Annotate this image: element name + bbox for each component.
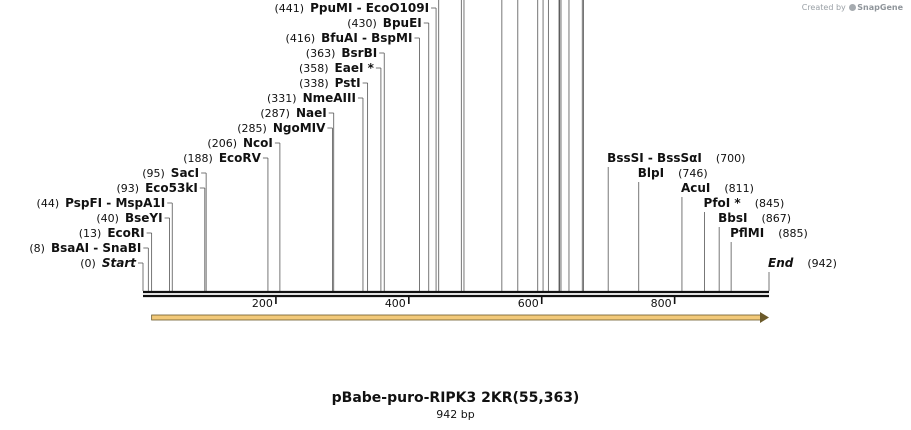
credit-brand: SnapGene [857,3,903,12]
site-bpuei: (430) BpuEI [347,16,422,30]
site-name: BssSI - BssSαI [607,151,702,165]
site-position: (44) [37,197,60,210]
site-position: (285) [237,122,267,135]
site-position: (700) [716,152,746,165]
restriction-map: (0) Start (8) BsaAI - SnaBI(13) EcoRI(40) Bse… [29,0,837,323]
feature-arrowhead-icon [760,312,769,323]
site-name: AcuI [681,181,710,195]
site-position: (885) [778,227,808,240]
site-name: EcoRI [107,226,144,240]
axis-tick-label: 400 [385,297,406,310]
site-pspfi-mspa1i: (44) PspFI - MspA1I [37,196,166,210]
site-name: PflMI [730,226,764,240]
site-position: (845) [755,197,785,210]
site-bsaai-snabi: (8) BsaAI - SnaBI [29,241,141,255]
site-bsrbi: (363) BsrBI [306,46,377,60]
site-ngomiv: (285) NgoMIV [237,121,326,135]
site-name: BsaAI - SnaBI [51,241,141,255]
axis-tick-label: 800 [651,297,672,310]
site-ppumi-ecoo109i: (441) PpuMI - EcoO109I [275,1,430,15]
site-name: PstI [335,76,361,90]
site-position: (206) [207,137,237,150]
site-bfuai-bspmi: (416) BfuAI - BspMI [286,31,413,45]
site-position: (338) [299,77,329,90]
site-naei: (287) NaeI [260,106,326,120]
site-name: BsrBI [341,46,377,60]
site-position: (0) [80,257,96,270]
site-position: (40) [96,212,119,225]
site-eco53ki: (93) Eco53kI [117,181,198,195]
site-position: (95) [142,167,165,180]
site-position: (8) [29,242,45,255]
site-name: BbsI [718,211,747,225]
site-name: PfoI * [704,196,742,210]
credit-prefix: Created by [801,3,846,12]
site-position: (811) [724,182,754,195]
site-name: BpuEI [383,16,422,30]
site-position: (430) [347,17,377,30]
axis-tick-label: 600 [518,297,539,310]
site-position: (746) [678,167,708,180]
plasmid-title: pBabe-puro-RIPK3 2KR(55,363) [331,390,580,406]
site-eaei-star: (358) EaeI * [299,61,375,75]
site-blpi: (746) BlpI [638,166,708,180]
site-ecori: (13) EcoRI [79,226,145,240]
site-name: BseYI [125,211,163,225]
plasmid-length: 942 bp [436,408,475,421]
site-name: BlpI [638,166,664,180]
site-name: SacI [171,166,199,180]
site-connectors [138,0,770,291]
site-name: EcoRV [219,151,262,165]
site-name: NgoMIV [273,121,326,135]
axis-tick-label: 200 [252,297,273,310]
site-ncoi: (206) NcoI [207,136,272,150]
sequence-ruler: 200 400 600 800 [143,290,769,310]
snapgene-logo-icon [849,4,857,11]
site-name: NaeI [296,106,327,120]
site-position: (441) [275,2,305,15]
site-position: (363) [306,47,336,60]
site-name: NcoI [243,136,273,150]
site-name: End [768,256,794,270]
site-name: PspFI - MspA1I [65,196,165,210]
site-name: BfuAI - BspMI [321,31,412,45]
site-bseyi: (40) BseYI [96,211,162,225]
site-bbsi: (867) BbsI [718,211,791,225]
site-ecorv: (188) EcoRV [183,151,261,165]
site-name: NmeAIII [303,91,356,105]
site-saci: (95) SacI [142,166,199,180]
site-name: EaeI * [335,61,375,75]
site-labels: (0) Start (8) BsaAI - SnaBI(13) EcoRI(40) Bse… [29,1,837,270]
site-bsssi-bsss-i: (700) BssSI - BssSαI [607,151,745,165]
site-pfoi-star: (845) PfoI * [704,196,785,210]
feature-arrow [151,312,769,323]
site-position: (331) [267,92,297,105]
site-position: (188) [183,152,213,165]
site-end: (942) End [768,256,837,270]
site-name: Eco53kI [145,181,198,195]
site-position: (358) [299,62,329,75]
site-position: (93) [117,182,140,195]
site-psti: (338) PstI [299,76,361,90]
site-position: (942) [807,257,837,270]
site-position: (287) [260,107,290,120]
snapgene-credit: Created by SnapGene [802,3,903,12]
site-name: Start [102,256,137,270]
site-position: (867) [762,212,792,225]
site-position: (416) [286,32,316,45]
site-start: (0) Start [80,256,137,270]
site-name: PpuMI - EcoO109I [310,1,429,15]
site-nmeaiii: (331) NmeAIII [267,91,356,105]
site-pflmi: (885) PflMI [730,226,808,240]
feature-bar [151,314,762,321]
site-position: (13) [79,227,102,240]
site-acui: (811) AcuI [681,181,754,195]
